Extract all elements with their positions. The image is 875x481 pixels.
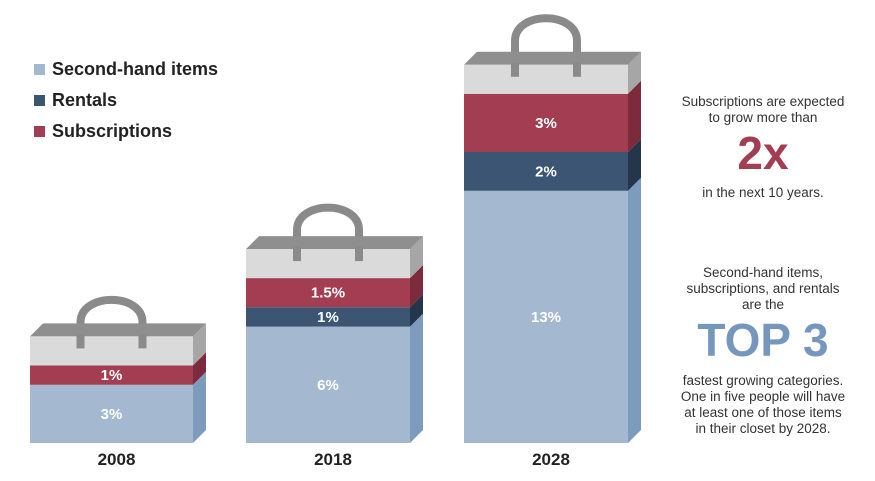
bag-handle-right-end-2008 <box>138 334 147 349</box>
bar-side-2018-0 <box>410 313 423 443</box>
bag-handle-right-end-2028 <box>573 62 581 77</box>
top3-note-line6: at least one of those items <box>684 405 842 420</box>
bar-side-2008-2 <box>193 352 206 385</box>
legend-label-second-hand: Second-hand items <box>52 59 219 79</box>
subscriptions-note-line1: Subscriptions are expected <box>681 94 845 109</box>
legend-swatch-rentals <box>34 95 45 106</box>
bag-top-cap-2008 <box>30 323 206 337</box>
top3-note-line5: One in five people will have <box>680 389 846 404</box>
bar-segment-2028-1 <box>464 152 628 191</box>
data-label-2018-1: 1% <box>317 309 339 326</box>
bar-segment-2018-2 <box>246 278 410 308</box>
bag-rim-side-2028 <box>628 51 641 94</box>
bag-rim-2018 <box>246 249 410 279</box>
bag-rim-side-2018 <box>410 236 423 279</box>
bag-handle-2018 <box>293 203 363 261</box>
bar-side-2018-1 <box>410 294 423 327</box>
x-tick-label-2028: 2028 <box>532 450 570 469</box>
bar-segment-2008-0 <box>30 384 193 443</box>
bag-rim-2028 <box>464 64 628 94</box>
legend-swatch-subscriptions <box>34 126 45 137</box>
legend-item-second-hand: Second-hand items <box>34 54 218 85</box>
bag-handle-2028 <box>511 14 581 76</box>
data-label-2018-0: 6% <box>317 377 339 394</box>
top3-note-line1: Second-hand items, <box>702 265 824 280</box>
bag-rim-side-2008 <box>193 323 206 366</box>
bag-handle-right-end-2018 <box>355 247 363 262</box>
bag-handle-left-end-2028 <box>511 62 519 77</box>
subscriptions-note-line2: to grow more than <box>708 110 818 125</box>
data-label-2008-2: 1% <box>101 367 123 384</box>
bag-top-cap-2018 <box>246 236 423 250</box>
top3-note-line4: fastest growing categories. <box>682 373 844 388</box>
top3-note-top: Second-hand items, subscriptions, and re… <box>663 265 863 313</box>
top3-note-line7: in their closet by 2028. <box>695 421 831 436</box>
bar-segment-2018-0 <box>246 326 410 443</box>
bag-handle-2008 <box>76 295 147 348</box>
legend-label-subscriptions: Subscriptions <box>52 121 173 141</box>
bar-side-2008-0 <box>193 371 206 443</box>
legend-label-rentals: Rentals <box>52 90 118 110</box>
data-label-2018-2: 1.5% <box>311 285 345 302</box>
bar-side-2028-1 <box>628 139 641 191</box>
subscriptions-growth-figure: 2x <box>737 127 789 179</box>
legend-item-rentals: Rentals <box>34 85 218 116</box>
subscriptions-note-line3: in the next 10 years. <box>702 185 824 200</box>
legend-swatch-second-hand <box>34 64 45 75</box>
data-label-2028-1: 2% <box>535 163 557 180</box>
top3-note-line3: are the <box>741 297 785 312</box>
data-label-2008-0: 3% <box>101 406 123 423</box>
chart-legend: Second-hand items Rentals Subscriptions <box>34 54 218 147</box>
x-tick-label-2008: 2008 <box>98 450 136 469</box>
top3-note-bottom: fastest growing categories. One in five … <box>663 373 863 437</box>
bar-side-2028-0 <box>628 177 641 444</box>
bag-rim-2008 <box>30 336 193 366</box>
bar-segment-2028-0 <box>464 190 628 443</box>
bag-handle-left-end-2008 <box>76 334 85 349</box>
bar-segment-2028-2 <box>464 93 628 152</box>
top3-note-line2: subscriptions, and rentals <box>686 281 840 296</box>
bar-segment-2008-2 <box>30 365 193 385</box>
data-label-2028-0: 13% <box>531 309 561 326</box>
data-label-2028-2: 3% <box>535 115 557 132</box>
bar-segment-2018-1 <box>246 307 410 327</box>
top3-figure: TOP 3 <box>697 314 829 366</box>
bag-handle-left-end-2018 <box>293 247 301 262</box>
x-tick-label-2018: 2018 <box>314 450 352 469</box>
legend-item-subscriptions: Subscriptions <box>34 116 218 147</box>
bar-side-2028-2 <box>628 80 641 152</box>
subscriptions-note-top: Subscriptions are expected to grow more … <box>663 94 863 126</box>
bag-top-cap-2028 <box>464 51 641 65</box>
bar-side-2018-2 <box>410 265 423 308</box>
